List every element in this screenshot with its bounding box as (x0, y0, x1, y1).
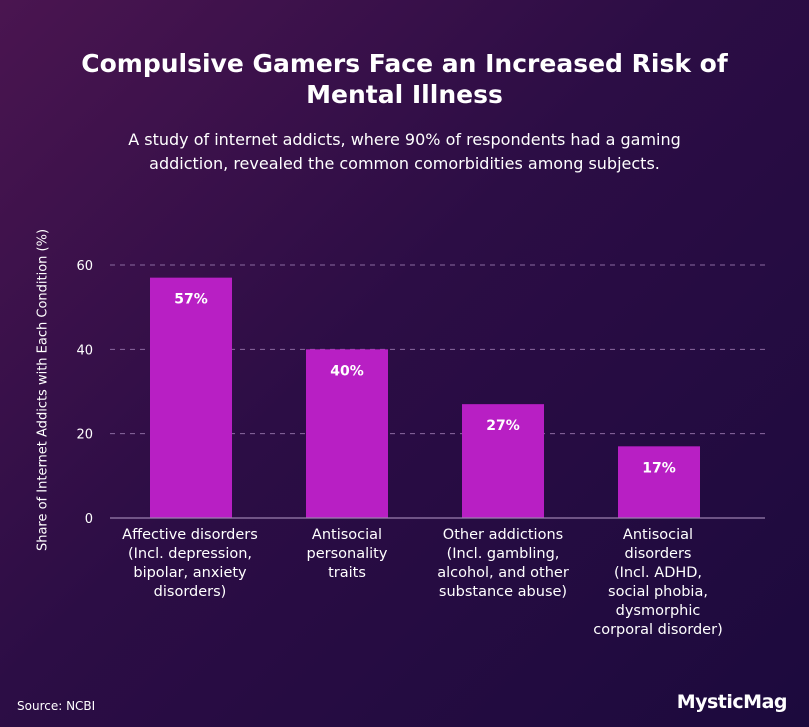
chart-title: Compulsive Gamers Face an Increased Risk… (81, 49, 728, 109)
category-label: Antisocial disorders (Incl. ADHD, social ph… (593, 527, 723, 638)
data-label: 27% (486, 418, 520, 434)
y-tick-label: 0 (85, 512, 93, 527)
category-label: Other addictions (Incl. gambling, alcohol,… (437, 527, 569, 600)
bar (306, 349, 388, 518)
data-label: 40% (330, 363, 364, 379)
source-note: Source: NCBI (17, 699, 96, 713)
bar (462, 404, 544, 518)
y-tick-label: 60 (76, 259, 93, 274)
bar (150, 277, 232, 518)
data-label: 17% (642, 460, 676, 476)
data-label: 57% (174, 292, 208, 308)
bar (618, 446, 700, 518)
category-label: Antisocial personality traits (306, 527, 388, 581)
brand-logo: MysticMag (676, 691, 788, 713)
y-tick-label: 20 (76, 428, 93, 443)
chart-subtitle: A study of internet addicts, where 90% o… (128, 130, 681, 173)
y-tick-label: 40 (76, 343, 93, 358)
category-label: Affective disorders (Incl. depression, bip… (122, 527, 258, 600)
